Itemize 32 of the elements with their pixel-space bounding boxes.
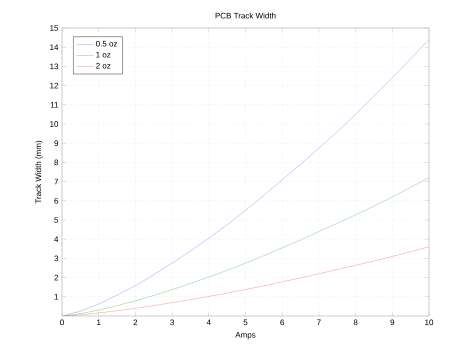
y-tick-label: 5	[54, 217, 58, 223]
x-tick-label: 1	[97, 320, 101, 326]
x-tick-label: 5	[244, 320, 248, 326]
y-tick-label: 14	[50, 44, 58, 50]
y-tick-label: 4	[54, 236, 58, 242]
x-tick-label: 3	[170, 320, 174, 326]
y-tick-label: 10	[50, 121, 58, 127]
legend-label: 1 oz	[96, 52, 110, 58]
x-axis-title: Amps	[235, 332, 256, 340]
legend-label: 2 oz	[96, 62, 110, 69]
x-tick-label: 2	[134, 320, 138, 326]
x-tick-label: 7	[317, 320, 321, 326]
legend-label: 0.5 oz	[96, 40, 118, 46]
x-tick-label: 6	[280, 320, 284, 326]
x-tick-label: 4	[206, 320, 211, 326]
y-tick-label: 1	[54, 294, 58, 300]
chart-title: PCB Track Width	[216, 12, 276, 18]
y-tick-label: 12	[50, 82, 58, 88]
y-tick-label: 6	[54, 198, 58, 204]
y-tick-label: 13	[50, 64, 58, 70]
x-tick-label: 10	[425, 320, 434, 326]
y-tick-label: 3	[54, 256, 58, 262]
y-axis-title: Track Width (mm)	[35, 140, 43, 204]
y-tick-label: 7	[54, 178, 58, 184]
y-tick-label: 2	[54, 274, 58, 280]
y-tick-label: 15	[50, 25, 58, 31]
y-tick-label: 11	[50, 102, 58, 108]
y-tick-label: 8	[54, 160, 58, 166]
x-tick-label: 9	[390, 320, 394, 326]
x-tick-label: 8	[354, 320, 358, 326]
x-tick-label: 0	[60, 320, 64, 326]
y-tick-label: 9	[54, 140, 58, 146]
